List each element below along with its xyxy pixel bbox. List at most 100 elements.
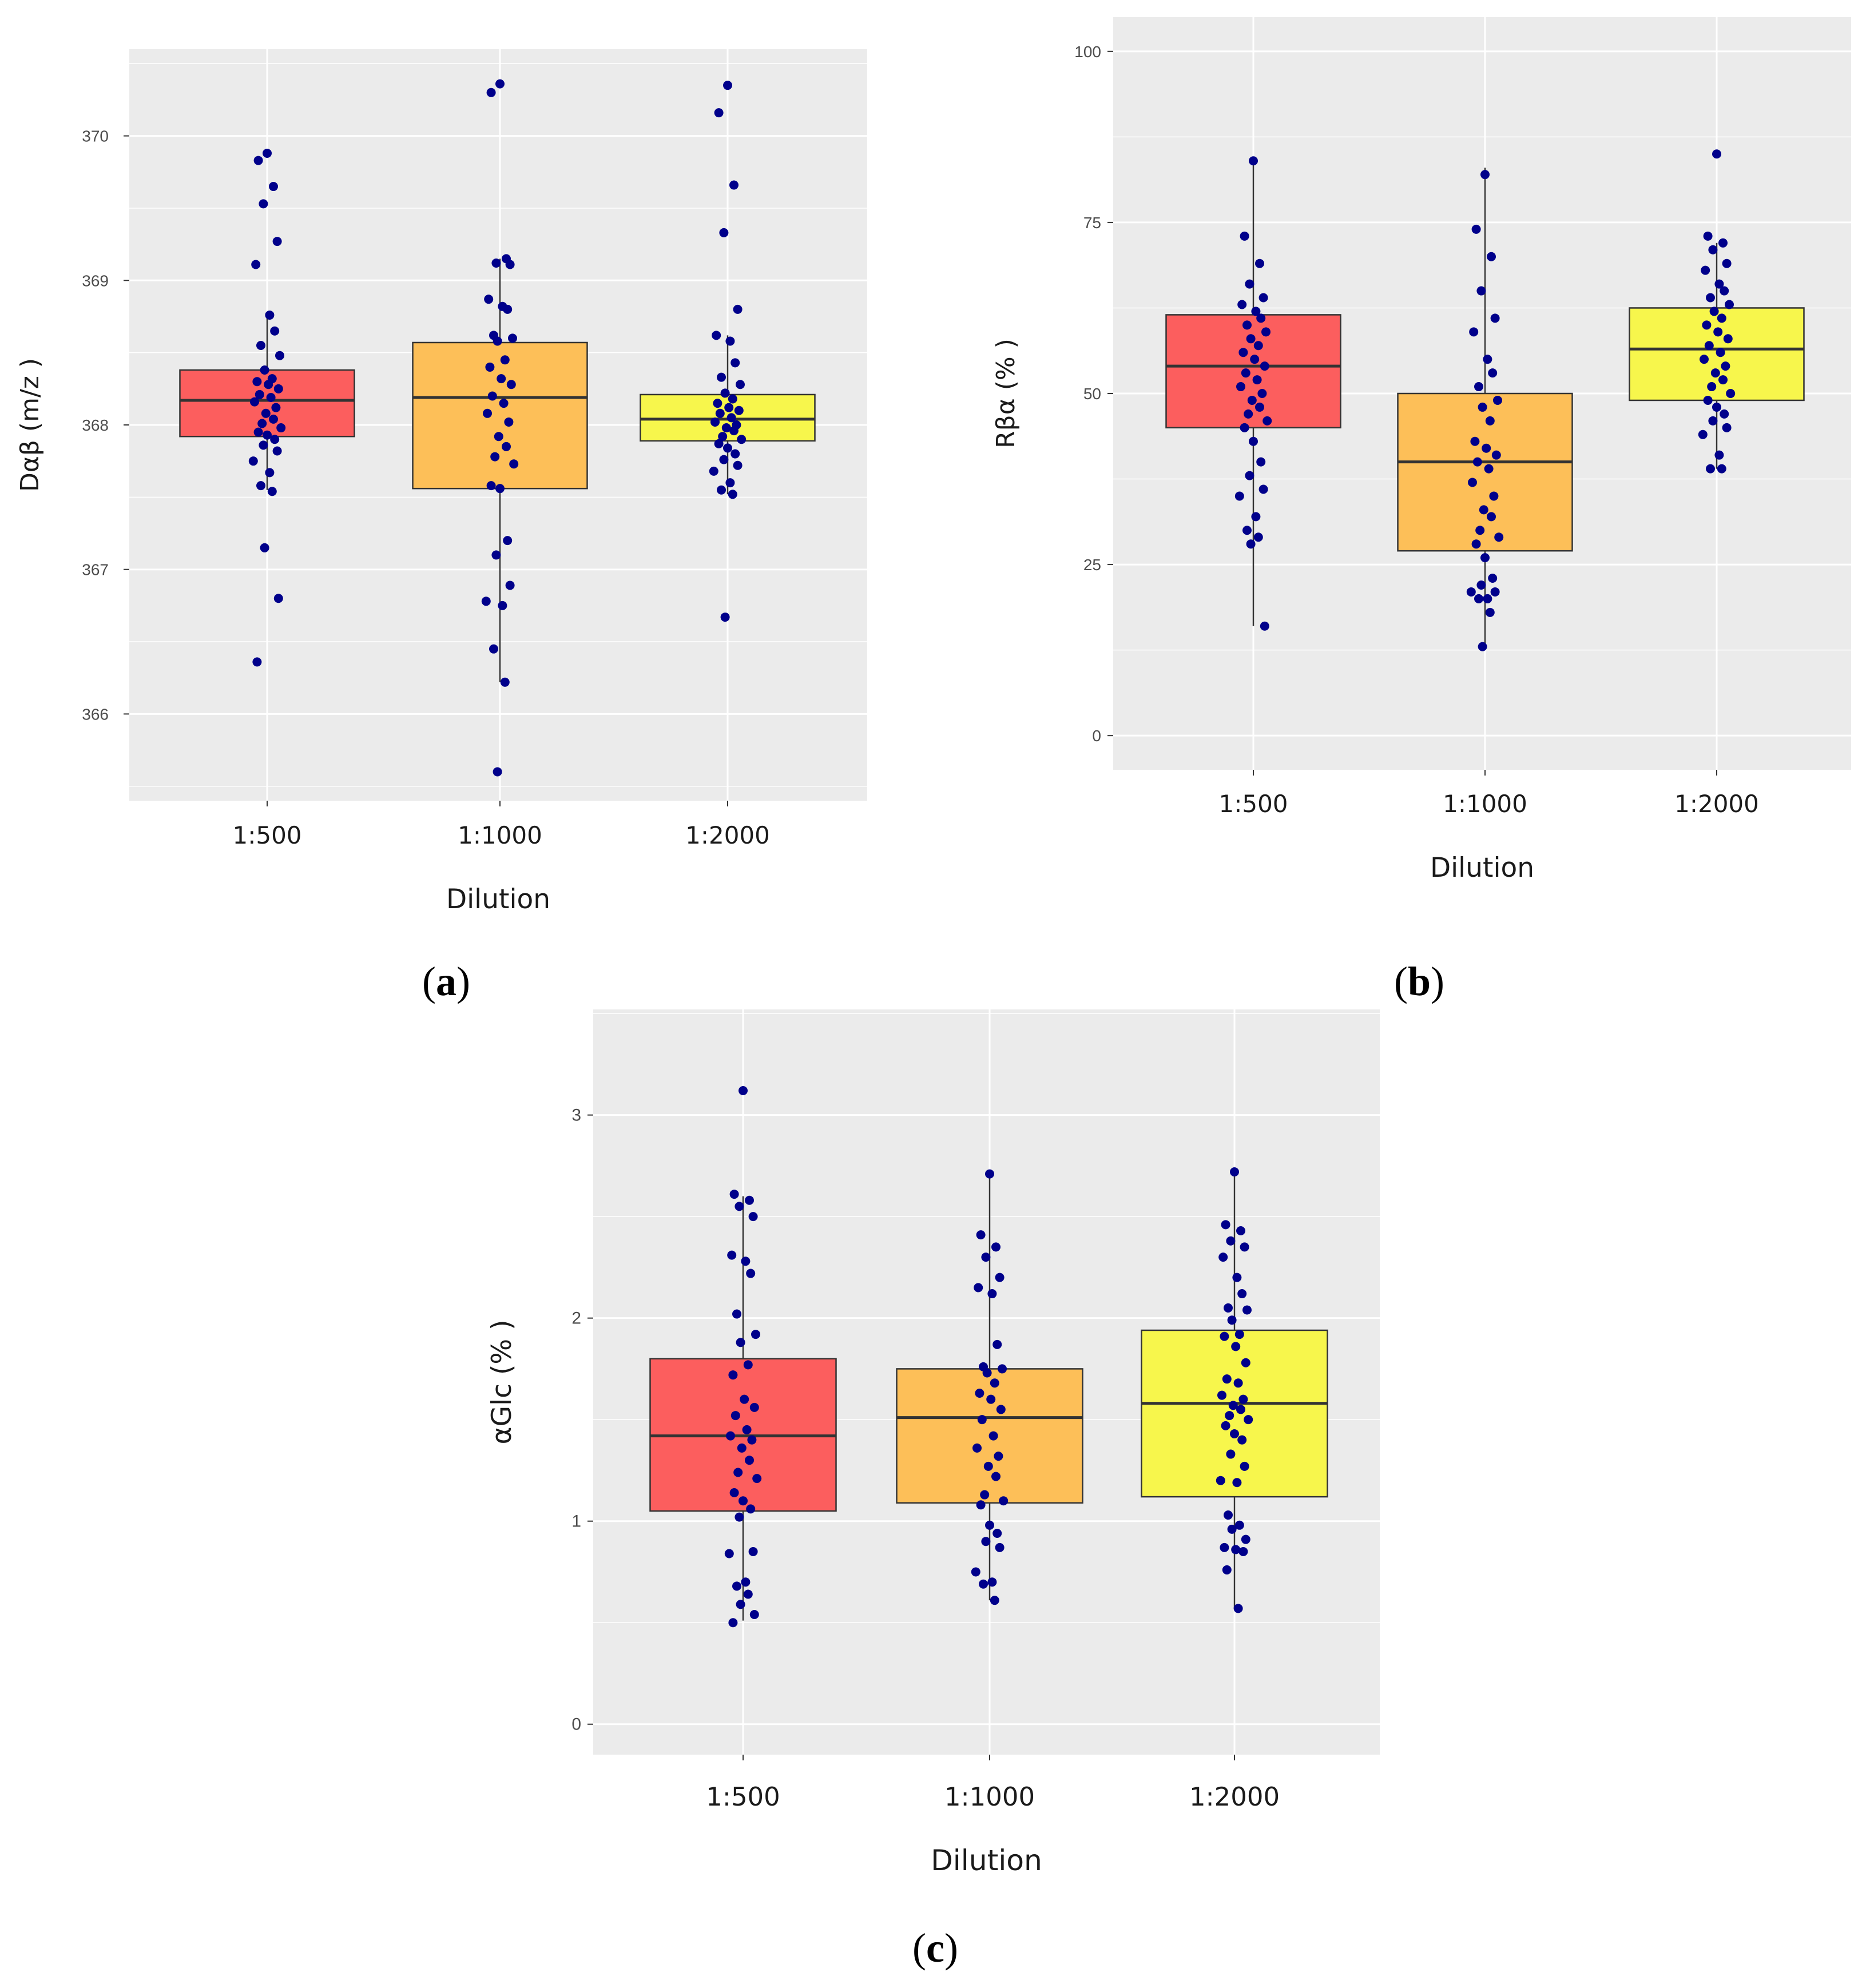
box-1:1000 <box>412 341 588 490</box>
data-point <box>992 1339 1002 1349</box>
data-point <box>1725 300 1734 309</box>
data-point <box>256 481 265 491</box>
data-point <box>1240 1242 1249 1252</box>
panel-label-paren: ) <box>1431 959 1444 1004</box>
data-point <box>715 408 725 418</box>
data-point <box>1256 457 1266 467</box>
data-point <box>741 1257 751 1266</box>
data-point <box>495 484 505 494</box>
y-tick-label: 75 <box>1083 214 1101 232</box>
data-point <box>1706 293 1715 303</box>
data-point <box>486 481 496 491</box>
data-point <box>1490 313 1500 323</box>
y-tick-label: 370 <box>82 128 109 145</box>
data-point <box>975 1389 984 1398</box>
data-point <box>271 403 281 412</box>
data-point <box>1240 1461 1249 1471</box>
x-axis-title: Dilution <box>931 1843 1042 1877</box>
data-point <box>1228 1401 1238 1410</box>
data-point <box>1714 279 1724 289</box>
data-point <box>1237 300 1247 309</box>
data-point <box>1482 443 1491 453</box>
data-point <box>253 156 263 165</box>
data-point <box>497 374 506 384</box>
data-point <box>1249 156 1258 166</box>
panel-label-paren: ( <box>422 959 436 1004</box>
y-tick-label: 25 <box>1083 556 1101 574</box>
data-point <box>266 392 276 402</box>
data-point <box>724 1549 734 1558</box>
data-point <box>1246 539 1256 549</box>
data-point <box>481 597 491 606</box>
data-point <box>729 426 739 436</box>
data-point <box>1726 389 1736 398</box>
data-point <box>1480 170 1490 180</box>
data-point <box>728 1370 738 1380</box>
data-point <box>998 1364 1007 1374</box>
data-point <box>1242 526 1252 535</box>
data-point <box>751 1330 760 1339</box>
data-point <box>726 413 736 423</box>
y-tick-label: 100 <box>1074 43 1101 61</box>
data-point <box>718 432 728 442</box>
data-point <box>1261 327 1271 337</box>
data-point <box>1232 1478 1242 1488</box>
data-point <box>991 1242 1001 1252</box>
data-point <box>1233 1604 1243 1613</box>
data-point <box>1236 1405 1245 1414</box>
data-point <box>1720 409 1729 419</box>
data-point <box>974 1283 983 1293</box>
panel-label-paren: ) <box>456 959 470 1004</box>
data-point <box>255 389 264 399</box>
data-point <box>1703 395 1713 405</box>
data-point <box>1487 512 1496 522</box>
y-tick-label: 0 <box>1092 727 1101 745</box>
data-point <box>259 199 268 209</box>
data-point <box>260 543 269 552</box>
panel-label: (b) <box>1394 959 1444 1004</box>
data-point <box>1476 286 1486 296</box>
data-point <box>720 388 730 398</box>
data-point <box>1237 1435 1247 1445</box>
data-point <box>1226 1236 1236 1246</box>
data-point <box>1222 1374 1232 1384</box>
data-point <box>1236 1226 1245 1235</box>
data-point <box>996 1405 1006 1414</box>
data-point <box>508 333 517 343</box>
data-point <box>1493 395 1502 405</box>
data-point <box>976 1500 986 1510</box>
data-point <box>1224 1303 1233 1313</box>
data-point <box>1241 1534 1250 1544</box>
data-point <box>502 442 511 451</box>
data-point <box>752 1474 762 1484</box>
data-point <box>726 1431 735 1441</box>
data-point <box>273 594 283 603</box>
data-point <box>725 336 735 346</box>
data-point <box>265 468 275 478</box>
data-point <box>1230 1429 1239 1439</box>
data-point <box>732 1581 741 1591</box>
data-point <box>733 1468 743 1477</box>
data-point <box>505 581 515 590</box>
data-point <box>1257 389 1267 398</box>
chart-panel-c: 0 1 2 3 1:500 1:1000 1:2000 Dilution αGlc (% ) (c… <box>486 1009 1380 1971</box>
data-point <box>1245 471 1254 480</box>
data-point <box>269 182 278 192</box>
data-point <box>503 304 513 314</box>
data-point <box>746 1504 756 1514</box>
data-point <box>1244 1415 1253 1425</box>
data-point <box>248 456 258 466</box>
data-point <box>733 304 743 314</box>
data-point <box>1237 1289 1247 1299</box>
data-point <box>1479 505 1488 515</box>
data-point <box>724 403 734 412</box>
data-point <box>728 1618 738 1628</box>
data-point <box>1469 327 1479 337</box>
data-point <box>1240 231 1249 241</box>
data-point <box>1245 279 1254 289</box>
data-point <box>256 341 265 351</box>
y-tick-label: 2 <box>571 1309 581 1328</box>
data-point <box>1712 149 1721 159</box>
data-point <box>1226 1449 1236 1459</box>
data-point <box>995 1273 1005 1282</box>
